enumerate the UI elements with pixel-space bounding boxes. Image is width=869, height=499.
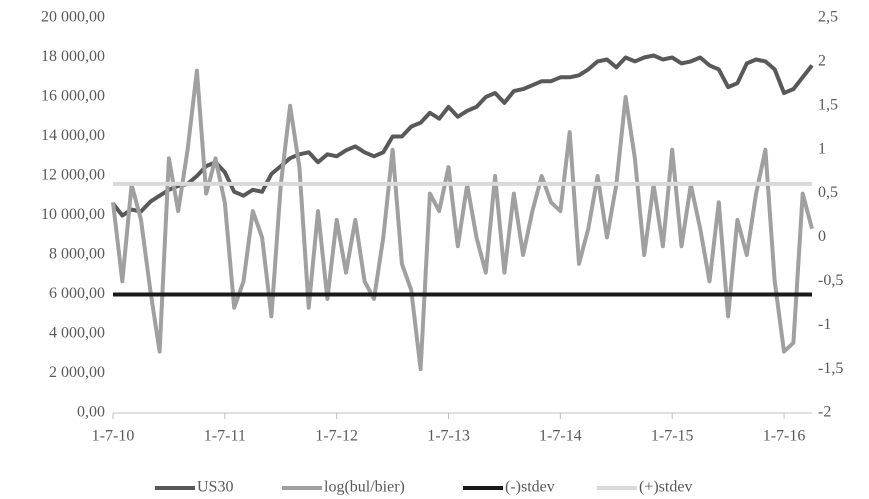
y2-tick-label: 2 [818,53,826,70]
series-line [111,53,814,218]
y-tick-label: 20 000,00 [41,9,105,26]
x-tick-label: 1-7-14 [539,428,582,445]
y-tick-label: 6 000,00 [49,285,105,302]
y-tick-label: 10 000,00 [41,206,105,223]
x-tick-label: 1-7-12 [315,428,358,445]
y2-tick-label: 0 [818,228,826,245]
y-tick-label: 2 000,00 [49,364,105,381]
y2-tick-label: -1 [818,316,831,333]
legend-label: US30 [197,479,233,496]
x-tick-label: 1-7-16 [763,428,806,445]
y-tick-label: 14 000,00 [41,127,105,144]
y2-tick-label: 1,5 [818,96,838,113]
y-tick-label: 8 000,00 [49,246,105,263]
legend-label: (-)stdev [505,479,555,496]
series-line [111,68,814,372]
y2-tick-label: -2 [818,404,831,421]
y2-tick-label: -1,5 [818,360,843,377]
y-tick-label: 18 000,00 [41,48,105,65]
y2-tick-label: 1 [818,140,826,157]
x-tick-label: 1-7-10 [92,428,135,445]
y2-tick-label: 2,5 [818,9,838,26]
x-tick-label: 1-7-13 [427,428,470,445]
legend-label: (+)stdev [639,479,692,496]
y2-tick-label: -0,5 [818,272,843,289]
y-tick-label: 12 000,00 [41,167,105,184]
x-tick-label: 1-7-15 [651,428,694,445]
y-tick-label: 16 000,00 [41,88,105,105]
y-tick-label: 0,00 [77,404,105,421]
y-tick-label: 4 000,00 [49,325,105,342]
x-tick-label: 1-7-11 [204,428,246,445]
legend-label: log(bul/bier) [324,479,405,496]
y2-tick-label: 0,5 [818,184,838,201]
